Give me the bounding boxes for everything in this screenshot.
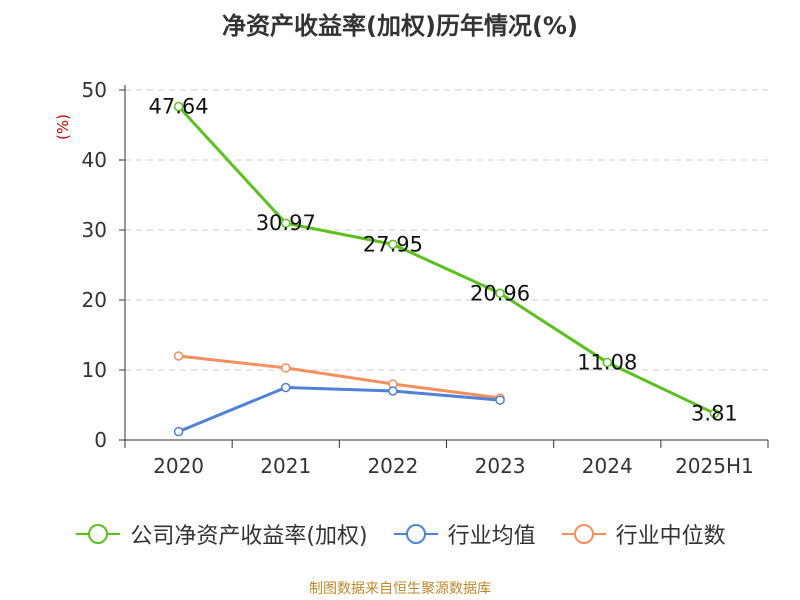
data-point <box>388 386 398 396</box>
chart-title: 净资产收益率(加权)历年情况(%) <box>222 12 578 40</box>
legend-line-icon <box>561 524 606 544</box>
data-point <box>709 408 720 419</box>
data-point <box>173 426 184 437</box>
data-label: 30.97 <box>256 211 316 235</box>
x-tick-label: 2021 <box>260 454 311 478</box>
data-label: 11.08 <box>577 350 637 374</box>
y-tick-label: 30 <box>82 218 107 242</box>
data-point <box>281 363 291 373</box>
data-point <box>495 395 505 405</box>
x-tick-label: 2020 <box>153 454 204 478</box>
data-point <box>602 357 612 368</box>
legend-item-industry-median[interactable]: 行业中位数 <box>560 518 726 550</box>
data-label: 3.81 <box>691 401 738 425</box>
data-point <box>281 218 291 228</box>
data-point <box>281 382 291 393</box>
legend-label: 行业中位数 <box>615 524 726 549</box>
y-tick-label: 20 <box>82 288 107 312</box>
x-tick-label: 2022 <box>367 454 418 478</box>
legend-item-industry-mean[interactable]: 行业均值 <box>392 518 536 550</box>
y-tick-label: 40 <box>82 148 107 172</box>
line-chart: 0 10 20 30 40 50 (%) 2020 2021 2022 2023 2024 2025H1… <box>54 78 769 478</box>
data-point <box>388 239 398 250</box>
data-label: 27.95 <box>363 232 423 256</box>
data-point <box>173 351 184 361</box>
y-tick-label: 50 <box>82 78 107 102</box>
series-line <box>178 386 501 433</box>
legend-label: 公司净资产收益率(加权) <box>130 524 368 549</box>
data-point <box>173 101 184 112</box>
y-tick-label: 10 <box>82 358 107 382</box>
chart-legend: 公司净资产收益率(加权) 行业均值 行业中位数 <box>0 518 800 550</box>
legend-label: 行业均值 <box>447 524 536 549</box>
x-tick-label: 2024 <box>582 454 633 478</box>
series-line <box>178 354 501 400</box>
data-point <box>495 288 505 299</box>
x-tick-label: 2023 <box>475 454 526 478</box>
data-label: 47.64 <box>149 95 209 119</box>
legend-line-icon <box>393 524 438 544</box>
data-label: 20.96 <box>470 281 530 305</box>
y-axis-label: (%) <box>54 114 72 140</box>
x-tick-label: 2025H1 <box>675 454 754 478</box>
legend-line-icon <box>76 524 121 544</box>
data-source-note: 制图数据来自恒生聚源数据库 <box>309 581 491 597</box>
y-tick-label: 0 <box>94 428 107 452</box>
legend-item-company[interactable]: 公司净资产收益率(加权) <box>74 518 368 550</box>
series-line <box>177 105 716 415</box>
